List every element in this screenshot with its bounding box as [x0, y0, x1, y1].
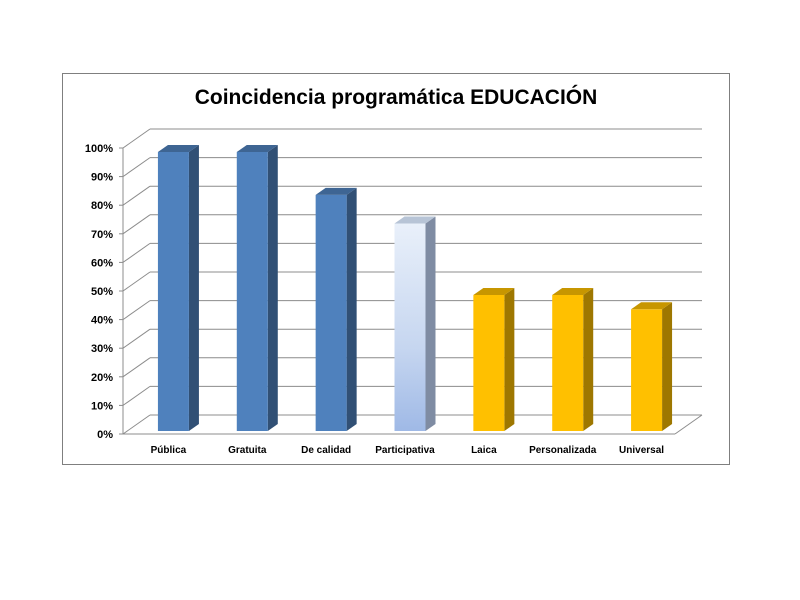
y-tick-label: 30% [91, 343, 113, 355]
bar-gratuita [236, 145, 278, 431]
gridline [122, 185, 702, 206]
x-tick-label: Universal [619, 445, 664, 456]
x-tick-label: Laica [471, 445, 497, 456]
bar-personalizada [552, 288, 594, 431]
x-tick-label: Participativa [375, 445, 435, 456]
gridline [122, 157, 702, 178]
y-tick-label: 90% [91, 172, 113, 184]
x-tick-label: Pública [151, 445, 187, 456]
bar-de-calidad [315, 187, 357, 431]
y-tick-label: 70% [91, 229, 113, 241]
y-tick-label: 100% [85, 143, 113, 155]
y-tick-label: 20% [91, 372, 113, 384]
bar-universal [631, 302, 673, 431]
chart-plot: 0% 10% 20% 30% 40% 50% 60% 70% 80% 90% 100% Pública… [85, 128, 703, 456]
x-tick-label: Gratuita [228, 445, 267, 456]
chart-frame: Coincidencia programática EDUCACIÓN 0% 10… [62, 73, 730, 465]
y-tick-label: 80% [91, 200, 113, 212]
x-tick-label: Personalizada [529, 445, 597, 456]
y-tick-label: 40% [91, 315, 113, 327]
bar-laica [473, 288, 515, 431]
floor-side-edge [674, 414, 703, 435]
chart-title: Coincidencia programática EDUCACIÓN [194, 86, 598, 109]
bar-participativa [394, 216, 436, 431]
x-tick-label: De calidad [301, 445, 351, 456]
y-tick-label: 50% [91, 286, 113, 298]
y-tick-label: 0% [97, 429, 113, 441]
y-tick-label: 60% [91, 257, 113, 269]
y-tick-label: 10% [91, 400, 113, 412]
bar-pública [157, 145, 199, 431]
gridline [122, 128, 702, 149]
